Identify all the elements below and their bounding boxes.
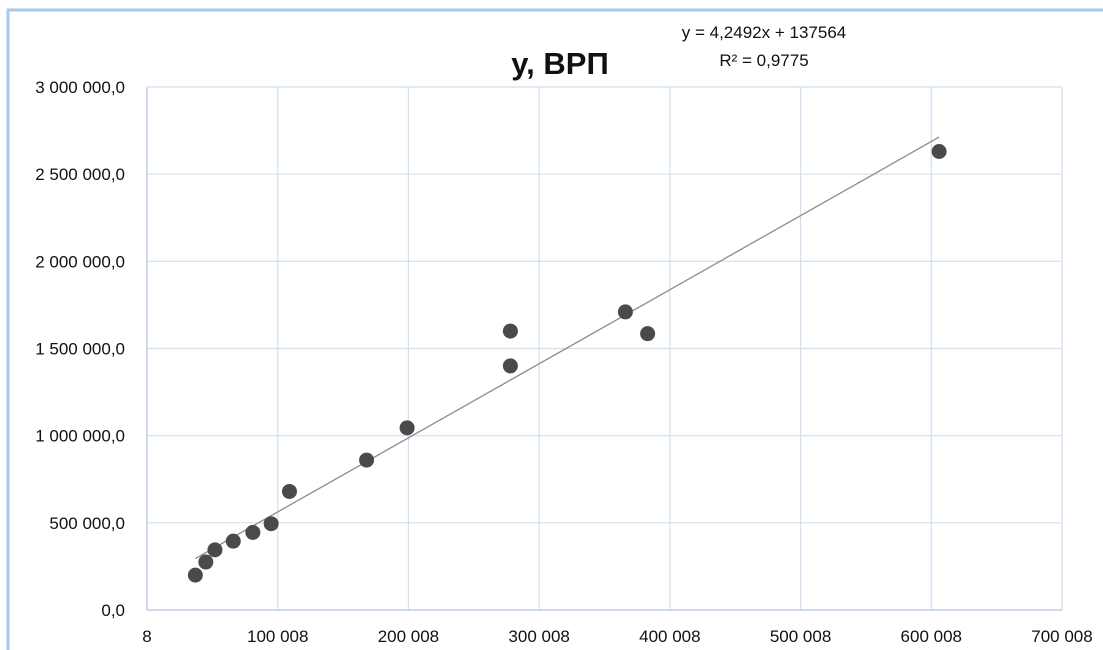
- data-point: [263, 516, 279, 532]
- data-point: [359, 452, 375, 468]
- y-tick-label: 1 500 000,0: [35, 340, 125, 359]
- data-point: [399, 420, 415, 436]
- data-point: [617, 304, 633, 320]
- x-tick-label: 100 008: [247, 627, 308, 646]
- y-tick-label: 1 000 000,0: [35, 427, 125, 446]
- data-point: [245, 524, 261, 540]
- data-point: [502, 323, 518, 339]
- trendline-equation: y = 4,2492x + 137564: [682, 23, 846, 42]
- x-tick-labels: 8 100 008 200 008 300 008 400 008 500 008 600 …: [142, 627, 1092, 646]
- y-tick-label: 2 000 000,0: [35, 252, 125, 271]
- chart-frame-border: [6, 8, 1103, 650]
- y-tick-label: 2 500 000,0: [35, 165, 125, 184]
- data-point: [640, 326, 656, 342]
- trendline-r-squared: R² = 0,9775: [719, 51, 808, 70]
- x-tick-label: 500 008: [770, 627, 831, 646]
- data-point: [187, 567, 203, 583]
- data-point: [281, 483, 297, 499]
- x-tick-label: 8: [142, 627, 151, 646]
- x-tick-label: 200 008: [378, 627, 439, 646]
- data-point: [931, 144, 947, 160]
- x-tick-label: 300 008: [508, 627, 569, 646]
- x-tick-label: 400 008: [639, 627, 700, 646]
- x-tick-label: 700 008: [1031, 627, 1092, 646]
- y-tick-label: 500 000,0: [49, 514, 125, 533]
- data-point: [198, 554, 214, 570]
- trendline-layer: [195, 136, 940, 560]
- y-tick-labels: 0,0 500 000,0 1 000 000,0 1 500 000,0 2 000 …: [35, 78, 125, 620]
- y-tick-label: 0,0: [101, 601, 125, 620]
- data-point: [225, 533, 241, 549]
- x-tick-label: 600 008: [901, 627, 962, 646]
- trendline: [195, 136, 940, 560]
- chart-title: y, ВРП: [511, 46, 609, 81]
- axes: [146, 87, 1062, 611]
- y-tick-label: 3 000 000,0: [35, 78, 125, 97]
- data-point: [502, 358, 518, 374]
- grid-lines: [147, 86, 1063, 610]
- data-point: [207, 542, 223, 558]
- data-points: [187, 144, 947, 583]
